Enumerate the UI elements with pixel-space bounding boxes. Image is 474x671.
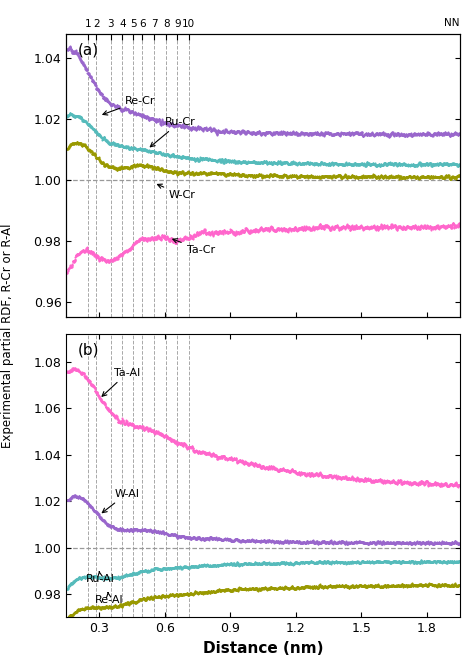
Text: Experimental partial RDF, R-Cr or R-Al: Experimental partial RDF, R-Cr or R-Al <box>0 223 14 448</box>
Text: Ta-Al: Ta-Al <box>102 368 141 397</box>
Text: Re-Cr: Re-Cr <box>103 96 156 115</box>
Text: Ta-Cr: Ta-Cr <box>173 239 215 255</box>
Text: W-Al: W-Al <box>102 488 139 513</box>
X-axis label: Distance (nm): Distance (nm) <box>203 641 323 656</box>
Text: (b): (b) <box>78 342 100 358</box>
Text: Ru-Al: Ru-Al <box>86 572 115 584</box>
Text: NN: NN <box>444 18 460 28</box>
Text: W-Cr: W-Cr <box>157 184 196 200</box>
Text: Re-Al: Re-Al <box>95 592 123 605</box>
Text: (a): (a) <box>78 42 99 57</box>
Text: Ru-Cr: Ru-Cr <box>150 117 195 147</box>
